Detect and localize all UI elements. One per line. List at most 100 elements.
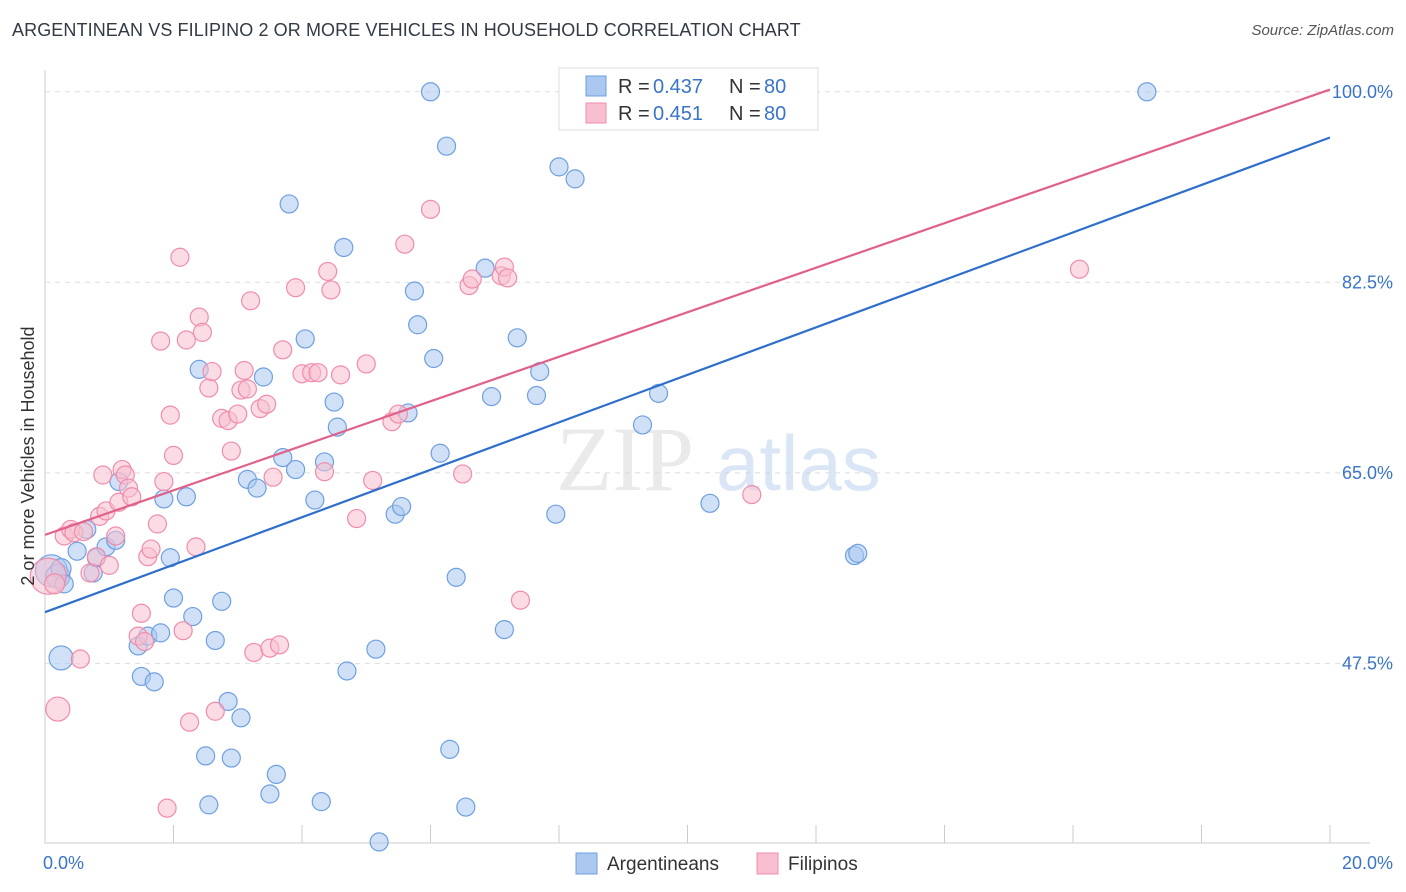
argentineans-point: [67, 541, 87, 561]
argentineans-point: [218, 691, 238, 712]
argentineans-point: [408, 315, 428, 335]
filipinos-point: [99, 555, 119, 575]
data-points: [29, 82, 1157, 852]
filipinos-point: [269, 635, 290, 655]
legend-n-value: 80: [764, 103, 786, 125]
filipinos-point: [134, 631, 155, 652]
argentineans-point: [475, 258, 495, 278]
filipinos-point: [221, 441, 241, 461]
filipinos-point: [1069, 259, 1090, 279]
filipinos-point: [510, 590, 531, 610]
x-tick-label: 0.0%: [43, 853, 84, 873]
y-tick-label: 47.5%: [1342, 653, 1393, 673]
filipinos-point: [131, 603, 151, 623]
argentineans-point: [205, 630, 225, 651]
argentineans-point: [266, 764, 286, 785]
filipinos-point: [141, 539, 161, 559]
filipinos-point: [742, 485, 762, 505]
series-legend-swatch: [575, 852, 598, 875]
filipinos-point: [273, 340, 293, 360]
filipinos-point: [73, 522, 94, 542]
filipinos-point: [234, 360, 254, 381]
argentineans-point: [311, 792, 331, 812]
filipinos-point: [202, 361, 222, 382]
filipinos-point: [157, 798, 177, 818]
y-tick-labels: 100.0% 82.5% 65.0% 47.5%: [1332, 82, 1393, 674]
filipinos-point: [151, 331, 171, 351]
x-tick-labels: 0.0% 20.0%: [43, 853, 1393, 873]
filipinos-point: [356, 354, 376, 374]
series-legend-label: Filipinos: [788, 854, 858, 875]
argentineans-point: [48, 645, 74, 671]
chart-title: ARGENTINEAN VS FILIPINO 2 OR MORE VEHICL…: [12, 20, 801, 40]
filipinos-point: [199, 378, 219, 398]
filipinos-point: [263, 467, 283, 487]
argentineans-point: [848, 543, 868, 563]
argentineans-point: [546, 504, 566, 524]
filipinos-point: [308, 363, 328, 383]
series-legend-swatch: [756, 852, 779, 875]
filipinos-point: [285, 278, 306, 298]
legend-r-label: R =: [618, 76, 650, 98]
legend-n-label: N =: [729, 76, 761, 98]
filipinos-point: [237, 379, 257, 399]
legend-r-label: R =: [618, 103, 650, 125]
argentineans-point: [295, 329, 315, 349]
watermark-zip: ZIP: [556, 408, 694, 510]
series-legend: Argentineans Filipinos: [575, 852, 858, 875]
filipinos-point: [420, 199, 441, 219]
argentineans-point: [247, 478, 267, 498]
filipinos-point: [462, 269, 482, 289]
filipinos-point: [106, 526, 126, 546]
trend-lines: [44, 88, 1331, 614]
argentineans-point: [700, 493, 720, 513]
filipinos-point: [330, 365, 351, 385]
filipinos-point: [388, 404, 408, 424]
argentineans-point: [565, 169, 585, 189]
y-tick-label: 82.5%: [1342, 272, 1393, 292]
argentineans-point: [183, 606, 203, 627]
filipinos-point: [93, 465, 113, 485]
filipinos-point: [347, 508, 367, 529]
argentineans-point: [151, 623, 171, 643]
source-credit: Source: ZipAtlas.com: [1251, 22, 1394, 39]
argentineans-point: [1137, 82, 1157, 102]
argentineans-point: [526, 385, 547, 406]
argentineans-point: [366, 639, 386, 659]
filipinos-point: [80, 563, 100, 583]
legend-r-value: 0.437: [653, 76, 703, 98]
argentineans-point: [212, 591, 232, 611]
filipinos-point: [160, 405, 180, 425]
filipinos-point: [498, 268, 518, 288]
watermark: ZIP atlas: [556, 408, 881, 510]
argentineans-point: [285, 459, 306, 480]
argentineans-point: [163, 588, 184, 608]
y-tick-label: 65.0%: [1342, 463, 1393, 483]
filipinos-point: [257, 394, 277, 414]
filipinos-point: [228, 404, 248, 424]
x-tick-label: 20.0%: [1342, 853, 1393, 873]
legend-swatch: [585, 102, 607, 124]
argentineans-point: [446, 567, 466, 587]
argentineans-point: [420, 82, 441, 102]
filipinos-point: [241, 291, 261, 311]
argentineans-point: [481, 387, 502, 407]
argentineans-point: [253, 367, 274, 387]
argentineans-point: [176, 487, 196, 507]
argentineans-point: [507, 328, 527, 348]
filipinos-point: [45, 696, 71, 722]
argentineans-point: [196, 746, 216, 766]
filipinos-point: [205, 701, 225, 721]
filipinos-point: [70, 649, 90, 669]
watermark-atlas: atlas: [716, 419, 881, 507]
argentineans-point: [456, 797, 476, 817]
filipinos-point: [179, 712, 200, 732]
argentineans-point: [549, 157, 569, 177]
argentineans-trend-line: [44, 136, 1331, 614]
argentineans-point: [337, 661, 357, 681]
argentineans-point: [632, 415, 653, 435]
argentineans-point: [279, 194, 299, 214]
filipinos-point: [314, 462, 335, 482]
argentineans-point: [199, 795, 219, 815]
argentineans-point: [436, 136, 457, 156]
